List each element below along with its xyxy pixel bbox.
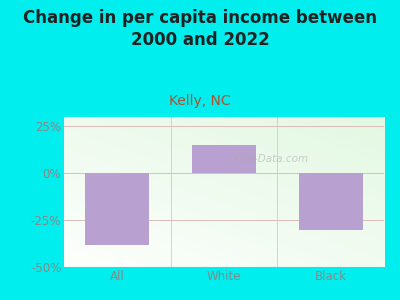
Bar bbox=[192, 145, 256, 173]
Text: Kelly, NC: Kelly, NC bbox=[169, 94, 231, 109]
Text: City-Data.com: City-Data.com bbox=[235, 154, 309, 164]
Text: Change in per capita income between
2000 and 2022: Change in per capita income between 2000… bbox=[23, 9, 377, 49]
Bar bbox=[85, 173, 149, 244]
Bar bbox=[299, 173, 363, 230]
